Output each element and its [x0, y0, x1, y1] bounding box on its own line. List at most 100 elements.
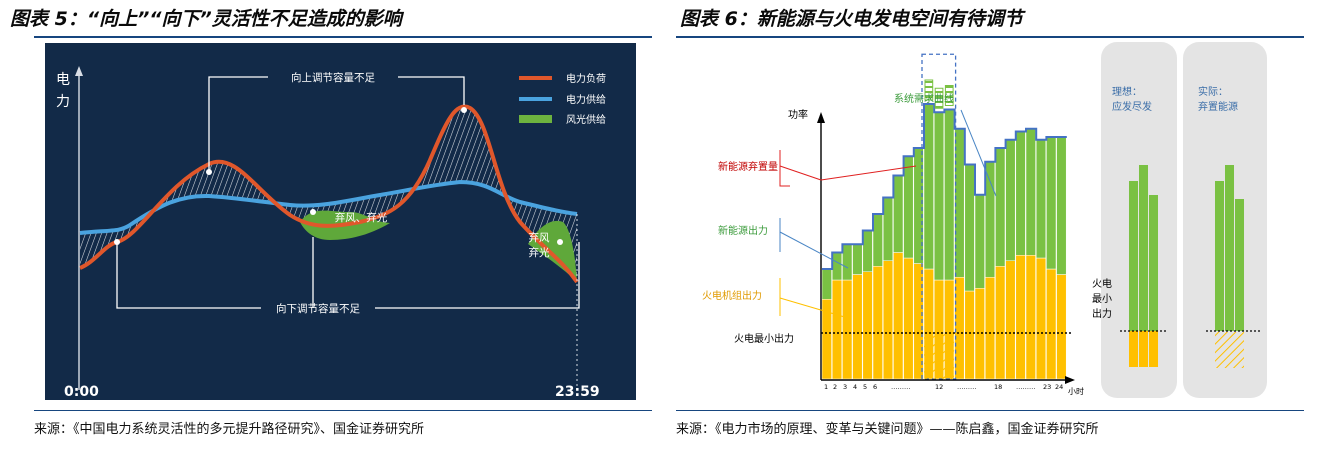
bar-thermal	[903, 257, 914, 380]
leader-curtailed-2	[820, 165, 917, 181]
x-tick-label: 6	[873, 383, 877, 391]
bar-renewable	[944, 109, 955, 281]
bar-thermal	[1005, 260, 1016, 380]
legend-curtailed: 新能源弃置量	[718, 160, 778, 173]
figure-5-bottom-rule	[34, 410, 652, 411]
bar-renewable	[882, 197, 894, 261]
x-axis-arrow	[1065, 376, 1075, 384]
demand-curve	[822, 103, 1067, 270]
y-axis-label-char: 电	[56, 72, 70, 88]
upward-bracket-right	[398, 76, 465, 105]
bar-thermal	[893, 252, 904, 380]
figure-6-title-rule	[676, 36, 1304, 38]
bar-renewable	[964, 164, 975, 292]
figure-5-source: 来源：《中国电力系统灵活性的多元提升路径研究》、国金证券研究所	[34, 422, 425, 437]
bar-thermal	[1015, 255, 1026, 380]
annotation-upward: 向上调节容量不足	[291, 71, 375, 84]
side-bar-ideal-thermal	[1149, 331, 1158, 367]
legend-thermal: 火电机组出力	[702, 289, 762, 302]
imbalance-hatch	[80, 106, 577, 283]
bar-curtailed	[924, 79, 934, 101]
legend-label-supply: 电力供给	[566, 93, 606, 106]
series-load-line	[79, 104, 579, 284]
ideal-subtitle: 应发尽发	[1112, 100, 1152, 113]
downward-bracket-left	[116, 242, 261, 309]
legend-renewable: 新能源出力	[718, 224, 768, 237]
figure-6-panel: 图表 6：新能源与火电发电空间有待调节 功率 小时 1 2 3 4 5 6……… 12…………	[676, 0, 1329, 460]
bar-thermal	[862, 271, 873, 380]
figure-5-panel: 图表 5：“向上”“向下”灵活性不足造成的影响 向上调节容量不足 向下调节容量不…	[0, 0, 652, 460]
bar-renewable	[1035, 139, 1047, 259]
figure-6-source: 来源：《电力市场的原理、变革与关键问题》——陈启鑫，国金证券研究所	[676, 422, 1099, 437]
x-tick-label: 18	[994, 383, 1002, 391]
leader-thermal	[779, 297, 849, 319]
x-tick-label: ………	[1016, 383, 1036, 391]
annotation-downward: 向下调节容量不足	[276, 302, 360, 315]
bar-thermal	[842, 279, 853, 380]
side-bar-ideal-thermal	[1129, 331, 1138, 367]
x-axis-label: 小时	[1068, 386, 1084, 396]
bar-renewable	[1056, 136, 1067, 275]
x-tick-label: 5	[863, 383, 867, 391]
x-tick-labels: 1 2 3 4 5 6……… 12……… 18……… 23 24	[824, 383, 1063, 391]
actual-title: 实际：	[1198, 85, 1228, 98]
leader-curtailed-bracket	[779, 150, 790, 187]
marker-dot	[461, 107, 467, 113]
curtail-window	[921, 53, 957, 380]
bar-renewable	[903, 156, 914, 259]
bar-thermal	[1046, 268, 1057, 380]
side-bar-ideal-thermal	[1139, 331, 1148, 367]
figure-6-chart: 功率 小时 1 2 3 4 5 6……… 12……… 18……… 23 24 新能源弃置量 新能源…	[702, 42, 1267, 398]
marker-dot	[310, 209, 316, 215]
bar-thermal	[984, 277, 996, 380]
side-bar-ideal	[1139, 165, 1148, 331]
bar-renewable	[831, 252, 843, 281]
leader-curtailed	[779, 165, 822, 181]
annotation-curtail-wind: 弃风	[529, 231, 550, 244]
bar-renewable	[923, 103, 934, 270]
side-bar-actual	[1225, 165, 1234, 331]
figure-5-chart: 向上调节容量不足 向下调节容量不足 弃风、弃光 弃风 弃光 0:00 23:59…	[45, 43, 636, 400]
bar-renewable	[933, 112, 945, 281]
figure-5-title-rule	[34, 36, 652, 38]
leader-renewable	[779, 231, 849, 269]
figure-6-title: 图表 6：新能源与火电发电空间有待调节	[680, 8, 1023, 30]
side-bar-actual-thermal	[1215, 332, 1244, 368]
legend-thermal-min: 火电最小出力	[734, 332, 794, 345]
x-tick-label: 24	[1055, 383, 1063, 391]
bar-thermal	[852, 274, 863, 380]
x-tick-label: 2	[833, 383, 837, 391]
plot-area	[79, 104, 579, 284]
bar-renewable	[821, 268, 832, 300]
bar-thermal	[995, 266, 1006, 380]
bar-renewable	[852, 244, 863, 275]
y-axis-arrow	[817, 112, 825, 123]
x-start-label: 0:00	[64, 384, 99, 400]
side-thermal-min-label-line: 出力	[1092, 307, 1112, 320]
bar-thermal	[872, 266, 883, 380]
bar-thermal	[1025, 255, 1036, 380]
annotation-curtail-mid: 弃风、弃光	[335, 211, 388, 224]
bar-thermal	[1035, 257, 1047, 380]
side-thermal-min-label-line: 最小	[1092, 293, 1112, 305]
bar-thermal	[964, 290, 975, 380]
y-axis-label-char: 力	[56, 94, 70, 110]
x-tick-label: 12	[935, 383, 943, 391]
marker-dot	[557, 239, 563, 245]
x-end-label: 23:59	[555, 384, 600, 400]
thermal-min-cut	[924, 333, 955, 379]
side-bar-ideal	[1149, 195, 1158, 331]
upward-bracket-left	[208, 76, 268, 172]
marker-dot	[114, 239, 120, 245]
legend-label-wind-solar: 风光供给	[566, 113, 606, 126]
actual-subtitle: 弃置能源	[1198, 100, 1238, 113]
legend: 电力负荷 电力供给 风光供给	[519, 72, 606, 126]
side-bar-ideal	[1129, 181, 1138, 331]
legend-label-load: 电力负荷	[566, 72, 606, 85]
bar-renewable	[872, 213, 883, 267]
x-tick-label: 4	[853, 383, 857, 391]
x-tick-label: 1	[824, 383, 828, 391]
x-tick-label: 23	[1043, 383, 1051, 391]
marker-dot	[206, 169, 212, 175]
bar-thermal	[974, 288, 985, 380]
